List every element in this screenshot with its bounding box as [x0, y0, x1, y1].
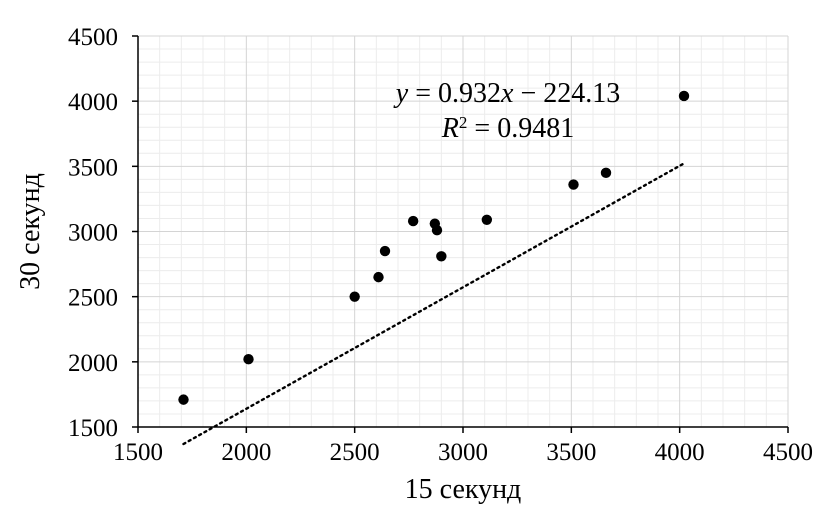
r-squared-label: R2 = 0.9481 [441, 113, 574, 145]
x-tick-label: 2500 [330, 439, 380, 466]
x-tick-label: 4000 [655, 439, 705, 466]
data-points [178, 90, 690, 405]
y-tick-label: 4500 [68, 24, 118, 51]
x-tick-labels: 1500 2000 2500 3000 3500 4000 4500 [113, 439, 813, 466]
x-tick-label: 1500 [113, 439, 163, 466]
y-tick-label: 3000 [68, 220, 118, 247]
y-axis-title: 30 секунд [15, 173, 46, 290]
y-tick-label: 4000 [68, 89, 118, 116]
equation-intercept: − 224.13 [513, 78, 620, 109]
y-tick-label: 2500 [68, 285, 118, 312]
trendline [182, 162, 686, 446]
y-tick-label: 3500 [68, 154, 118, 181]
x-tick-label: 3500 [546, 439, 596, 466]
data-point [243, 354, 254, 365]
r-exponent: 2 [459, 113, 468, 132]
data-point [600, 167, 612, 179]
data-point [678, 90, 690, 102]
data-point [379, 245, 391, 257]
data-point [407, 215, 419, 227]
data-point [178, 394, 189, 405]
x-tick-label: 4500 [763, 439, 813, 466]
y-tick-labels: 1500 2000 2500 3000 3500 4000 4500 [68, 24, 118, 442]
data-point [481, 214, 493, 225]
x-tick-label: 2000 [221, 439, 271, 466]
r-symbol: R [441, 113, 459, 144]
equation-slope: = 0.932 [408, 78, 501, 109]
y-tick-label: 2000 [68, 350, 118, 377]
data-point [373, 271, 384, 283]
data-point [349, 291, 360, 302]
equation-y: y [393, 78, 409, 109]
trendline-equation: y = 0.932x − 224.13 [393, 78, 620, 109]
r-squared-value: = 0.9481 [467, 113, 574, 144]
y-tick-label: 1500 [68, 415, 118, 442]
x-tick-label: 3000 [438, 439, 488, 466]
axes [132, 35, 789, 433]
x-axis-title: 15 секунд [405, 474, 522, 505]
data-point [431, 224, 443, 236]
data-point [436, 251, 447, 262]
equation-x: x [500, 78, 514, 109]
data-point [568, 179, 579, 190]
